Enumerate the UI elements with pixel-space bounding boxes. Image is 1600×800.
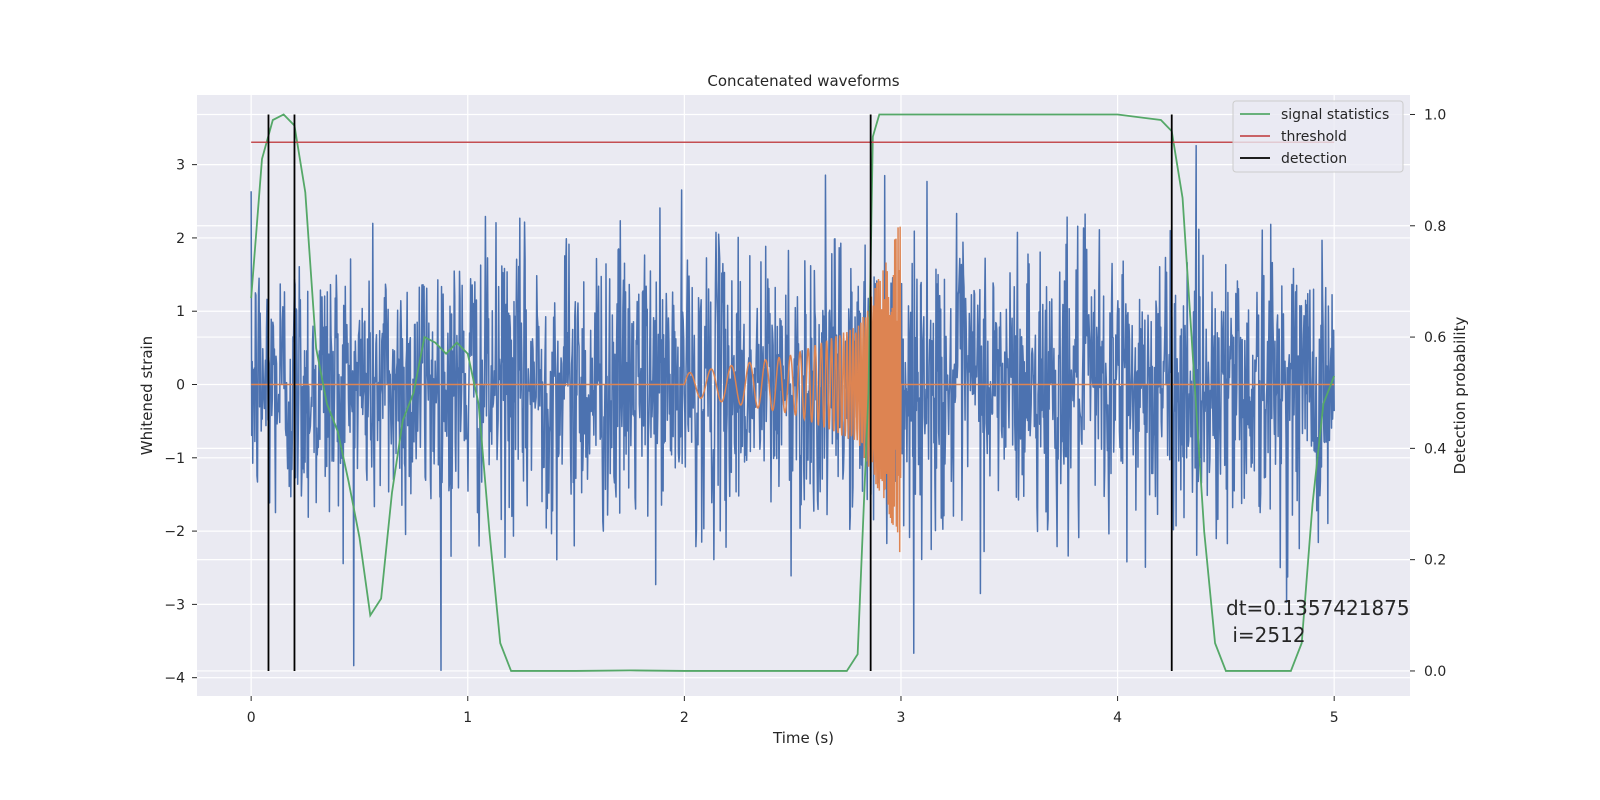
x-tick-label: 1: [463, 710, 472, 726]
y-right-tick-label: 0.6: [1424, 330, 1446, 346]
chart-title: Concatenated waveforms: [707, 72, 899, 90]
y-axis-left-label: Whitened strain: [138, 336, 156, 455]
legend-label-detection: detection: [1281, 151, 1347, 167]
x-tick-label: 5: [1330, 710, 1339, 726]
legend-label-threshold: threshold: [1281, 129, 1347, 145]
annotation-index: i=2512: [1226, 623, 1306, 647]
y-right-tick-label: 0.0: [1424, 664, 1446, 680]
y-left-tick-label: −4: [164, 671, 185, 687]
y-right-tick-label: 0.4: [1424, 441, 1446, 457]
series-layer: [250, 113, 1336, 672]
x-tick-label: 3: [897, 710, 906, 726]
y-left-tick-label: −3: [164, 597, 185, 613]
x-tick-label: 4: [1113, 710, 1122, 726]
legend-label-signal-statistics: signal statistics: [1281, 107, 1389, 123]
legend: signal statistics threshold detection: [1232, 100, 1404, 173]
x-axis-label: Time (s): [772, 729, 834, 747]
y-right-tick-label: 0.8: [1424, 219, 1446, 235]
x-tick-label: 2: [680, 710, 689, 726]
y-left-tick-label: −2: [164, 524, 185, 540]
series-injected-waveform: [251, 226, 1335, 553]
x-tick-label: 0: [247, 710, 256, 726]
y-left-tick-label: −1: [164, 451, 185, 467]
y-left-tick-label: 3: [176, 158, 185, 174]
y-right-tick-label: 0.2: [1424, 553, 1446, 569]
y-left-tick-label: 0: [176, 378, 185, 394]
series-signal-statistics: [250, 113, 1336, 672]
axes-layer: 0 1 2 3 4 5 −4 −3 −2 −1 0 1 2 3 0.0 0.2 0.4 0.6 0.8 1.0: [164, 107, 1446, 726]
series-noisy-strain: [250, 144, 1335, 672]
y-right-tick-label: 1.0: [1424, 107, 1446, 123]
y-axis-right-label: Detection probability: [1451, 317, 1469, 475]
legend-box: [1232, 100, 1404, 173]
y-left-tick-label: 1: [176, 304, 185, 320]
y-left-tick-label: 2: [176, 231, 185, 247]
annotation-dt: dt=0.1357421875: [1226, 596, 1410, 620]
